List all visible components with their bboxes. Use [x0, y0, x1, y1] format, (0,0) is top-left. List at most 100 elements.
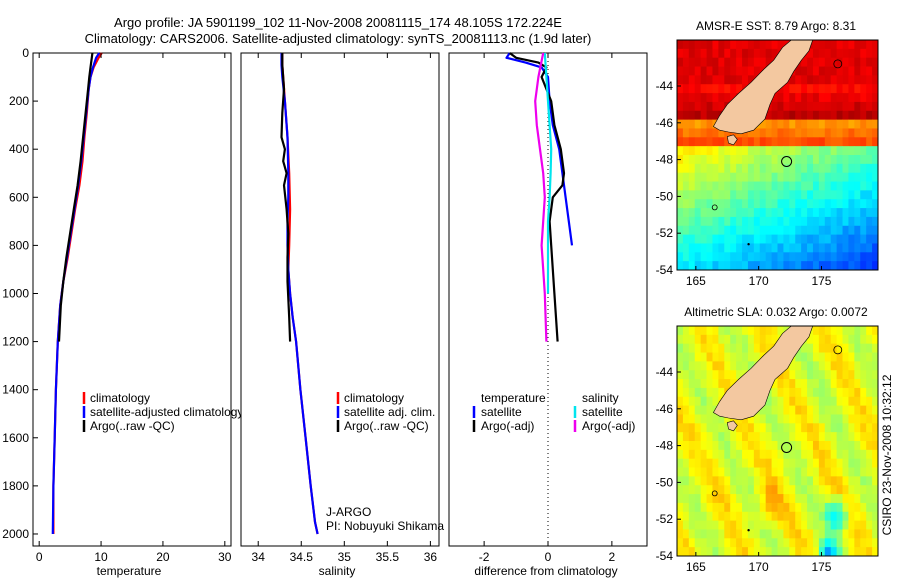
- map-cell: [836, 261, 843, 271]
- map-cell: [747, 538, 755, 548]
- map-cell: [759, 40, 767, 50]
- map-cell: [824, 467, 832, 477]
- map-cell: [771, 379, 778, 389]
- map-cell: [812, 93, 820, 103]
- y-tick-label: -50: [656, 475, 674, 489]
- map-cell: [677, 379, 684, 389]
- map-cell: [771, 93, 778, 103]
- map-cell: [700, 243, 707, 253]
- map-cell: [848, 485, 855, 495]
- map-cell: [730, 529, 737, 539]
- map-cell: [795, 432, 802, 442]
- sst-map-title: AMSR-E SST: 8.79 Argo: 8.31: [696, 19, 856, 33]
- map-cell: [777, 485, 784, 495]
- map-cell: [860, 387, 867, 398]
- map-cell: [777, 441, 784, 451]
- map-cell: [830, 137, 838, 147]
- map-cell: [718, 40, 725, 50]
- map-cell: [677, 326, 684, 336]
- map-cell: [747, 494, 755, 504]
- map-cell: [818, 66, 826, 76]
- map-cell: [830, 458, 838, 468]
- map-cell: [848, 243, 855, 253]
- map-cell: [747, 252, 755, 262]
- map-cell: [812, 48, 820, 59]
- map-cell: [736, 520, 743, 530]
- map-cell: [830, 75, 838, 85]
- map-cell: [677, 361, 684, 371]
- map-cell: [777, 216, 784, 227]
- map-cell: [795, 163, 802, 174]
- map-cell: [836, 146, 843, 156]
- map-cell: [747, 137, 755, 147]
- map-cell: [718, 216, 725, 227]
- map-cell: [712, 75, 719, 85]
- map-cell: [848, 432, 855, 442]
- map-cell: [706, 208, 713, 218]
- map-cell: [807, 529, 814, 539]
- map-cell: [718, 379, 725, 389]
- map-cell: [700, 48, 707, 59]
- map-cell: [753, 172, 761, 182]
- map-cell: [753, 476, 761, 486]
- map-cell: [777, 234, 784, 244]
- map-cell: [682, 172, 690, 182]
- map-cell: [724, 128, 731, 138]
- map-cell: [795, 361, 802, 371]
- map-cell: [842, 119, 849, 129]
- map-cell: [742, 502, 749, 513]
- map-cell: [854, 441, 861, 451]
- map-cell: [866, 441, 873, 451]
- map-cell: [860, 467, 867, 477]
- map-cell: [860, 216, 867, 227]
- map-contour: [747, 529, 750, 532]
- map-cell: [694, 93, 702, 103]
- map-cell: [700, 190, 707, 200]
- map-cell: [807, 387, 814, 398]
- map-cell: [842, 467, 849, 477]
- map-cell: [700, 66, 707, 76]
- map-cell: [753, 485, 761, 495]
- y-tick-label: -44: [656, 365, 674, 379]
- map-cell: [783, 396, 790, 407]
- map-cell: [789, 84, 796, 94]
- legend-label-sal-satellite: satellite: [582, 405, 623, 419]
- map-cell: [736, 75, 743, 85]
- map-cell: [694, 449, 702, 460]
- map-cell: [712, 110, 719, 121]
- map-cell: [872, 352, 879, 362]
- map-cell: [848, 334, 855, 345]
- map-cell: [783, 547, 790, 557]
- map-cell: [830, 467, 838, 477]
- map-cell: [718, 48, 725, 59]
- map-cell: [866, 414, 873, 424]
- map-cell: [688, 252, 696, 262]
- map-cell: [836, 476, 843, 486]
- map-cell: [712, 494, 719, 504]
- map-cell: [812, 476, 820, 486]
- map-cell: [765, 529, 772, 539]
- map-cell: [777, 529, 784, 539]
- map-cell: [759, 181, 767, 191]
- map-cell: [836, 163, 843, 174]
- map-cell: [783, 252, 790, 262]
- map-cell: [747, 502, 755, 513]
- map-cell: [860, 485, 867, 495]
- map-cell: [718, 432, 725, 442]
- map-cell: [842, 494, 849, 504]
- map-cell: [848, 414, 855, 424]
- map-cell: [682, 119, 690, 129]
- map-cell: [736, 243, 743, 253]
- map-cell: [860, 40, 867, 50]
- map-cell: [706, 396, 713, 407]
- map-cell: [789, 432, 796, 442]
- map-cell: [682, 137, 690, 147]
- map-cell: [688, 441, 696, 451]
- map-cell: [812, 101, 820, 112]
- map-cell: [824, 181, 832, 191]
- map-cell: [742, 234, 749, 244]
- map-cell: [677, 119, 684, 129]
- map-cell: [789, 101, 796, 112]
- map-cell: [801, 190, 808, 200]
- map-cell: [694, 423, 702, 433]
